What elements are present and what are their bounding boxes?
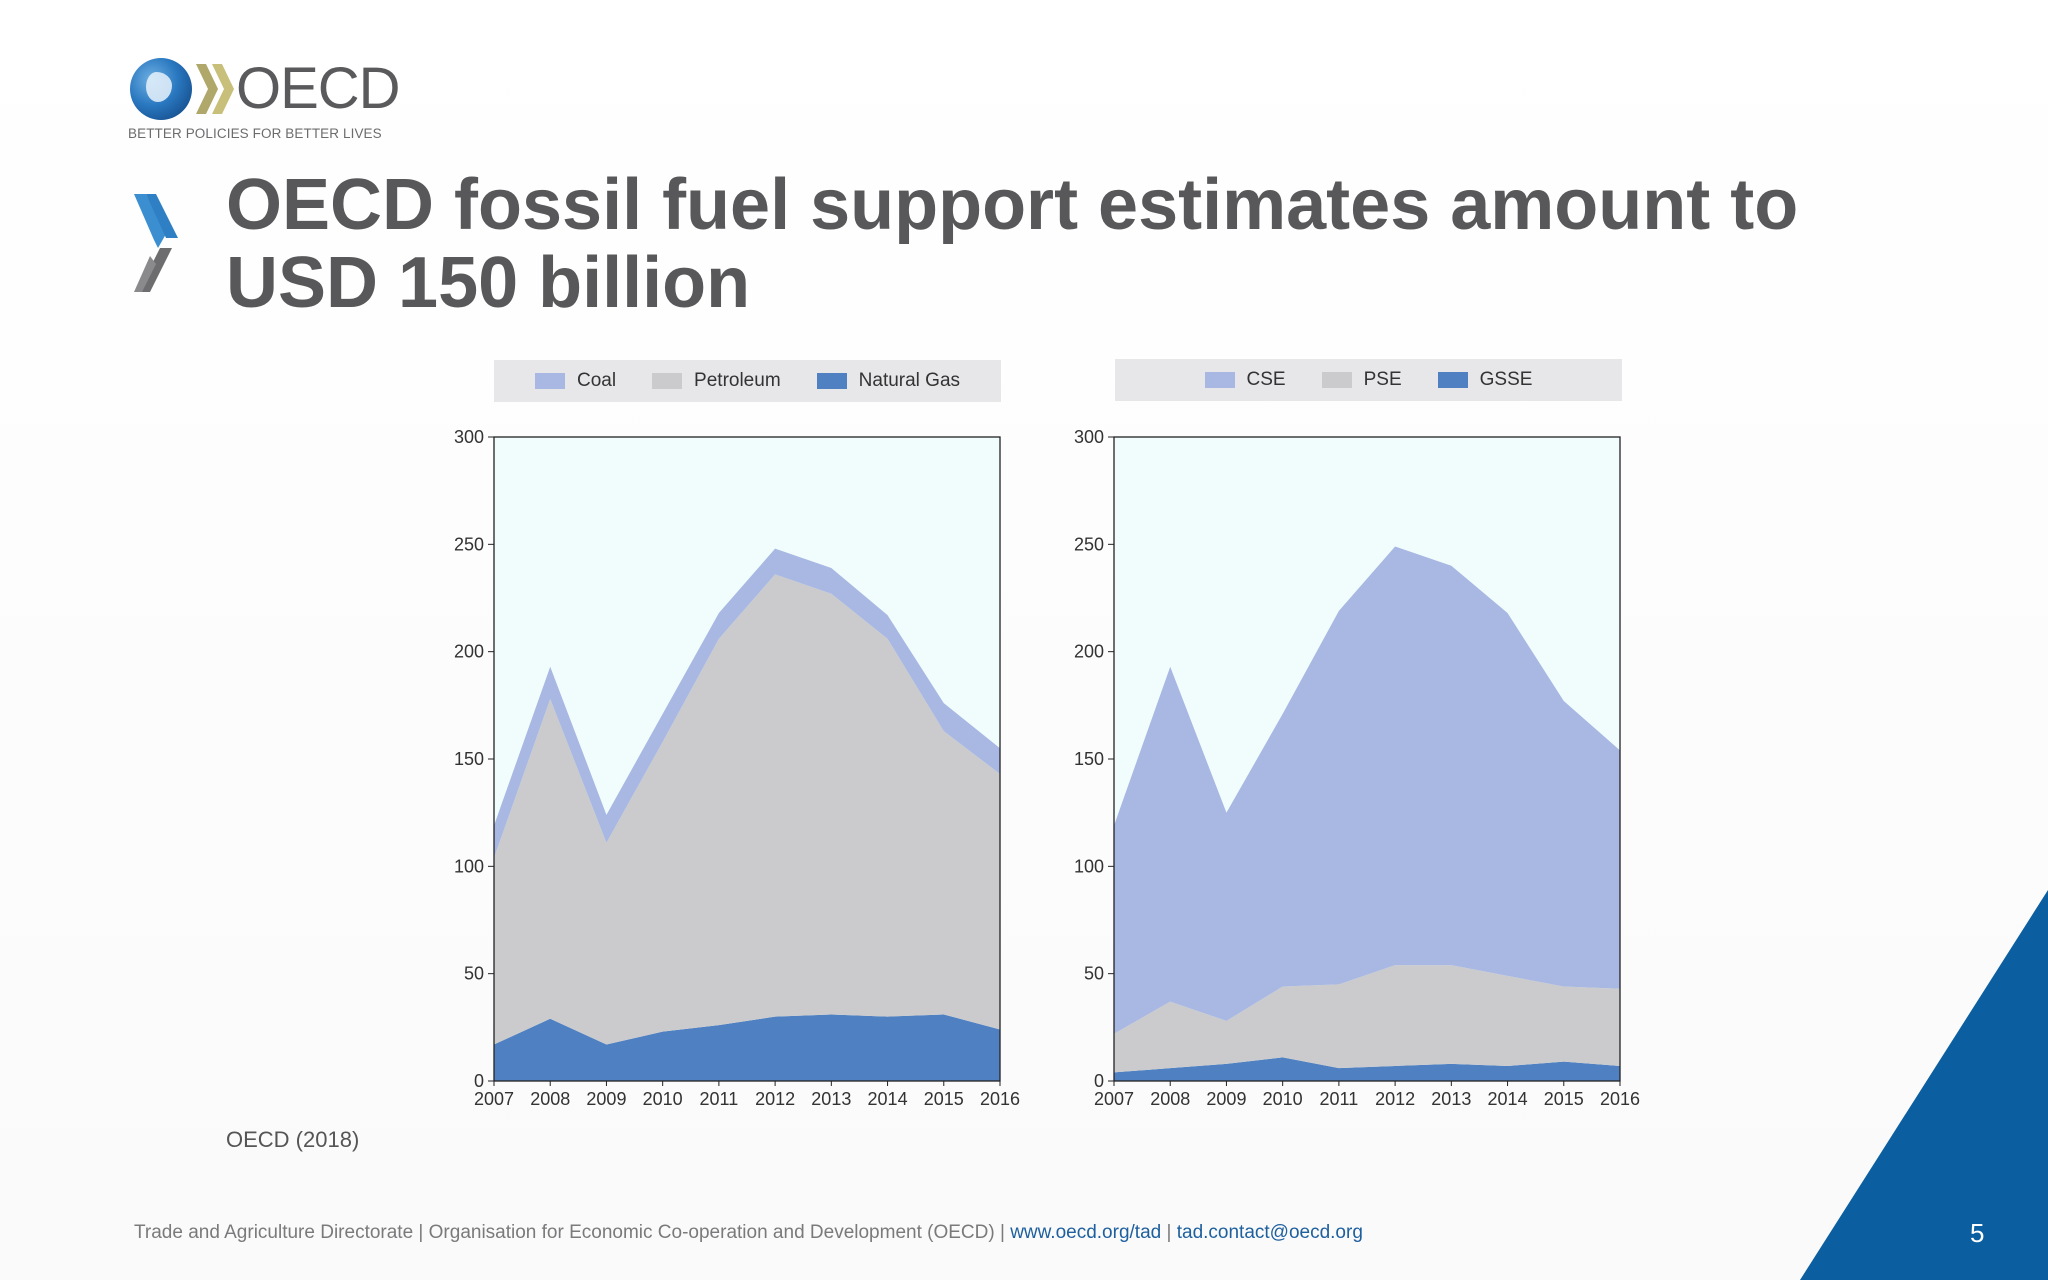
footer-link-email[interactable]: tad.contact@oecd.org: [1176, 1222, 1363, 1243]
legend-item: Natural Gas: [816, 370, 961, 392]
left-chart-y-tick-label: 50: [464, 964, 484, 984]
left-chart-x-tick-label: 2012: [755, 1089, 795, 1109]
legend-item: PSE: [1321, 369, 1402, 391]
right-chart-y-tick-label: 50: [1084, 964, 1104, 984]
title-chevron-icon: [134, 194, 178, 292]
left-chart-x-tick-label: 2014: [868, 1089, 908, 1109]
right-chart-x-tick-label: 2016: [1600, 1089, 1640, 1109]
legend-label-natural-gas: Natural Gas: [858, 370, 961, 391]
right-chart-x-tick-label: 2013: [1431, 1089, 1471, 1109]
left-chart-x-tick-label: 2011: [700, 1089, 739, 1109]
slide-title-line-1: OECD fossil fuel support estimates amoun…: [226, 165, 1799, 245]
left-chart-area-natural-gas: [494, 1014, 1000, 1081]
right-chart-y-tick-label: 200: [1074, 642, 1104, 662]
right-chart-x-tick-label: 2014: [1488, 1089, 1528, 1109]
oecd-logo: OECD BETTER POLICIES FOR BETTER LIVES: [128, 56, 408, 146]
legend-item: Coal: [534, 370, 617, 392]
footer-link-tad[interactable]: www.oecd.org/tad: [1010, 1222, 1162, 1243]
chart-right: 0 50 100 150 200 250 300 2007 2008 2009 2010 2011 20…: [1074, 427, 1640, 1109]
legend-label-pse: PSE: [1363, 369, 1402, 390]
left-chart-x-tick-label: 2016: [980, 1089, 1020, 1109]
legend-swatch-petroleum: [652, 373, 683, 389]
right-chart-area-gsse: [1114, 1057, 1620, 1081]
chart-left: 0 50 100 150 200 250 300 2007 2008 2009 2010 2011 20…: [454, 427, 1020, 1109]
logo-tagline: BETTER POLICIES FOR BETTER LIVES: [128, 126, 382, 141]
legend-item: GSSE: [1437, 369, 1533, 391]
footer-text: Trade and Agriculture Directorate | Orga…: [134, 1222, 1005, 1243]
right-chart-y-tick-label: 0: [1094, 1071, 1104, 1091]
page-number: 5: [1970, 1218, 1985, 1248]
corner-accent: [1800, 890, 2048, 1280]
left-chart-x-tick-label: 2013: [811, 1089, 851, 1109]
right-chart-x-tick-label: 2011: [1320, 1089, 1359, 1109]
left-chart-x-tick-label: 2007: [474, 1089, 514, 1109]
legend-item: CSE: [1204, 369, 1286, 391]
right-chart-x-tick-label: 2010: [1263, 1089, 1303, 1109]
left-chart-area-coal: [494, 548, 1000, 858]
left-chart-x-tick-label: 2009: [586, 1089, 626, 1109]
legend-label-cse: CSE: [1246, 369, 1286, 390]
left-chart-x-tick-label: 2008: [530, 1089, 570, 1109]
slide-title-line-2: USD 150 billion: [226, 243, 751, 323]
legend-label-coal: Coal: [576, 370, 617, 391]
right-chart-area-pse: [1114, 965, 1620, 1073]
right-chart-x-tick-label: 2015: [1544, 1089, 1584, 1109]
legend-swatch-gsse: [1437, 372, 1468, 388]
left-chart-y-tick-label: 200: [454, 642, 484, 662]
left-chart-area-petroleum: [494, 574, 1000, 1045]
right-chart-x-tick-label: 2008: [1150, 1089, 1190, 1109]
legend-label-petroleum: Petroleum: [694, 370, 781, 391]
footer: Trade and Agriculture Directorate | Orga…: [134, 1222, 1363, 1244]
right-chart-y-tick-label: 300: [1074, 427, 1104, 447]
slide-title: OECD fossil fuel support estimates amoun…: [226, 166, 1926, 322]
legend-swatch-cse: [1204, 372, 1235, 388]
left-chart-y-tick-label: 100: [454, 856, 484, 876]
left-chart-y-tick-label: 250: [454, 534, 484, 554]
right-chart-x-tick-label: 2009: [1206, 1089, 1246, 1109]
legend-swatch-natural-gas: [816, 373, 847, 389]
globe-icon: [130, 58, 192, 120]
logo-wordmark: OECD: [236, 56, 401, 121]
source-note: OECD (2018): [226, 1127, 360, 1152]
right-chart-x-tick-label: 2007: [1094, 1089, 1134, 1109]
legend-swatch-coal: [534, 373, 565, 389]
right-chart-y-tick-label: 150: [1074, 749, 1104, 769]
right-chart-x-tick-label: 2012: [1375, 1089, 1415, 1109]
left-chart-x-tick-label: 2015: [924, 1089, 964, 1109]
left-chart-y-tick-label: 0: [474, 1071, 484, 1091]
left-chart-y-tick-label: 300: [454, 427, 484, 447]
legend-left: Coal Petroleum Natural Gas: [494, 360, 1001, 402]
left-chart-x-tick-label: 2010: [643, 1089, 683, 1109]
legend-item: Petroleum: [652, 370, 781, 392]
left-chart-y-tick-label: 150: [454, 749, 484, 769]
chevrons-icon: [196, 64, 234, 114]
right-chart-area-cse: [1114, 546, 1620, 1034]
legend-right: CSE PSE GSSE: [1115, 359, 1622, 401]
legend-swatch-pse: [1321, 372, 1352, 388]
legend-label-gsse: GSSE: [1479, 369, 1533, 390]
footer-separator: |: [1166, 1222, 1172, 1243]
right-chart-y-tick-label: 250: [1074, 534, 1104, 554]
right-chart-y-tick-label: 100: [1074, 856, 1104, 876]
